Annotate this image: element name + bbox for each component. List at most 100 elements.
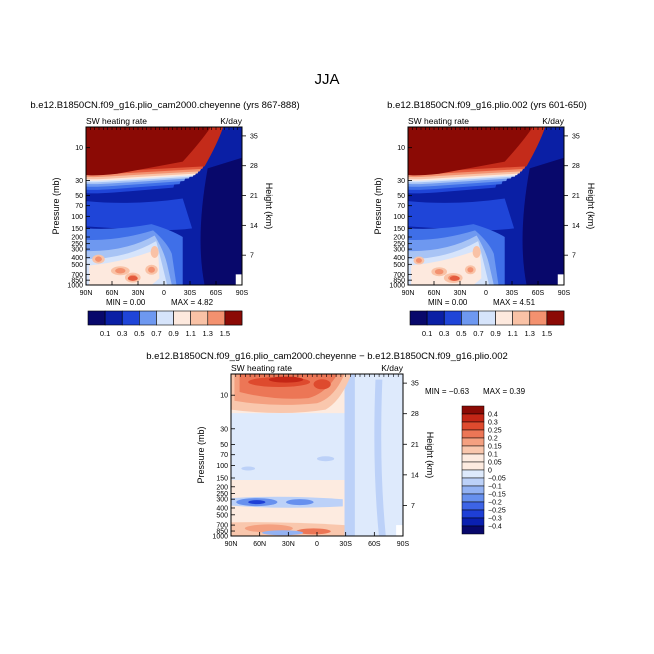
colorbar-swatch: [87, 310, 106, 326]
colorbar-label: −0.25: [488, 508, 506, 515]
y-tick-label: 70: [397, 203, 405, 210]
contour-fill: [408, 127, 564, 285]
y-tick-label: 1000: [67, 283, 83, 290]
y-tick-label: 70: [220, 452, 228, 459]
y-tick-label: 200: [393, 235, 405, 242]
colorbar-label: −0.05: [488, 476, 506, 483]
contour-band: [415, 258, 422, 263]
height-tick-label: 35: [572, 133, 580, 140]
colorbar-swatch: [461, 525, 485, 535]
colorbar-label: 0.1: [422, 329, 432, 338]
contour-band: [150, 245, 159, 258]
contour-band: [86, 198, 193, 231]
colorbar-label: 0.7: [473, 329, 483, 338]
y-tick-label: 10: [397, 145, 405, 152]
y-axis-label: Pressure (mb): [51, 177, 61, 234]
height-tick-label: 35: [411, 381, 419, 388]
y-axis-label: Pressure (mb): [373, 177, 383, 234]
y-tick-label: 100: [71, 214, 83, 221]
y-tick-label: 400: [71, 255, 83, 262]
height-tick-label: 14: [411, 472, 419, 479]
colorbar-swatch: [207, 310, 226, 326]
y-tick-label: 150: [216, 475, 228, 482]
colorbar-swatch: [156, 310, 174, 326]
contour-band: [127, 275, 138, 281]
units-label: K/day: [220, 116, 242, 126]
y-tick-label: 50: [220, 442, 228, 449]
y-tick-label: 700: [393, 272, 405, 279]
colorbar: 0.1 0.3 0.5 0.7 0.9 1.1 1.3 1.5: [87, 310, 243, 338]
height-tick-label: 28: [411, 411, 419, 418]
y-tick-label: 50: [75, 193, 83, 200]
right-axis-label: Height (km): [425, 432, 435, 479]
colorbar-swatch: [461, 421, 485, 431]
contour-band: [408, 127, 533, 176]
colorbar-label: 0.15: [488, 444, 502, 451]
height-tick-label: 21: [250, 193, 258, 200]
colorbar-label: 1.3: [203, 329, 213, 338]
colorbar-label: 0.1: [488, 452, 498, 459]
units-label: K/day: [542, 116, 564, 126]
height-tick-label: 35: [250, 133, 258, 140]
contour-fill: [86, 127, 242, 285]
contour-fill: [231, 374, 403, 536]
colorbar: 0.1 0.3 0.5 0.7 0.9 1.1 1.3 1.5: [409, 310, 565, 338]
panel-title: b.e12.B1850CN.f09_g16.plio_cam2000.cheye…: [146, 351, 508, 362]
contour-band: [467, 267, 474, 273]
y-tick-label: 250: [71, 241, 83, 248]
colorbar-swatch: [512, 310, 531, 326]
variable-label: SW heating rate: [408, 116, 469, 126]
y-tick-label: 300: [216, 497, 228, 504]
colorbar-swatch: [443, 310, 462, 326]
x-tick-label: 30N: [282, 541, 295, 548]
y-tick-label: 100: [393, 214, 405, 221]
colorbar-label: 0.3: [439, 329, 449, 338]
colorbar-swatch: [190, 310, 209, 326]
colorbar-label: 1.5: [542, 329, 552, 338]
right-axis-label: Height (km): [264, 183, 274, 230]
y-axis-label: Pressure (mb): [196, 426, 206, 483]
y-tick-label: 150: [393, 226, 405, 233]
contour-band: [374, 379, 386, 536]
colorbar-swatch: [461, 453, 485, 463]
y-tick-label: 150: [71, 226, 83, 233]
y-tick-label: 200: [216, 484, 228, 491]
x-tick-label: 30S: [184, 290, 197, 297]
y-tick-label: 250: [216, 491, 228, 498]
figure-title: JJA: [314, 71, 339, 88]
height-tick-label: 7: [411, 503, 415, 510]
y-tick-label: 850: [71, 278, 83, 285]
y-tick-label: 10: [75, 145, 83, 152]
colorbar-swatch: [461, 437, 485, 447]
colorbar-label: −0.4: [488, 524, 502, 531]
height-tick-label: 28: [572, 163, 580, 170]
panel-title: b.e12.B1850CN.f09_g16.plio.002 (yrs 601-…: [387, 100, 587, 111]
contour-band: [449, 275, 460, 281]
colorbar-swatch: [478, 310, 496, 326]
colorbar-swatch: [461, 413, 485, 423]
height-tick-label: 7: [572, 253, 576, 260]
y-tick-label: 100: [216, 463, 228, 470]
x-tick-label: 0: [162, 290, 166, 297]
contour-band: [95, 256, 102, 262]
y-tick-label: 30: [220, 426, 228, 433]
y-tick-label: 400: [393, 255, 405, 262]
colorbar-label: 1.1: [507, 329, 517, 338]
height-tick-label: 14: [572, 223, 580, 230]
x-tick-label: 30N: [454, 290, 467, 297]
x-tick-label: 90S: [236, 290, 249, 297]
y-tick-label: 10: [220, 393, 228, 400]
min-label: MIN = −0.63: [425, 387, 470, 396]
x-tick-label: 60N: [428, 290, 441, 297]
colorbar-label: 0.7: [151, 329, 161, 338]
topography-mask: [396, 525, 403, 536]
colorbar-label: 0.05: [488, 460, 502, 467]
y-tick-label: 300: [71, 247, 83, 254]
colorbar-swatch: [426, 310, 445, 326]
height-tick-label: 21: [411, 442, 419, 449]
y-tick-label: 30: [75, 178, 83, 185]
y-tick-label: 850: [393, 278, 405, 285]
x-tick-label: 60N: [106, 290, 119, 297]
contour-band: [296, 528, 331, 535]
